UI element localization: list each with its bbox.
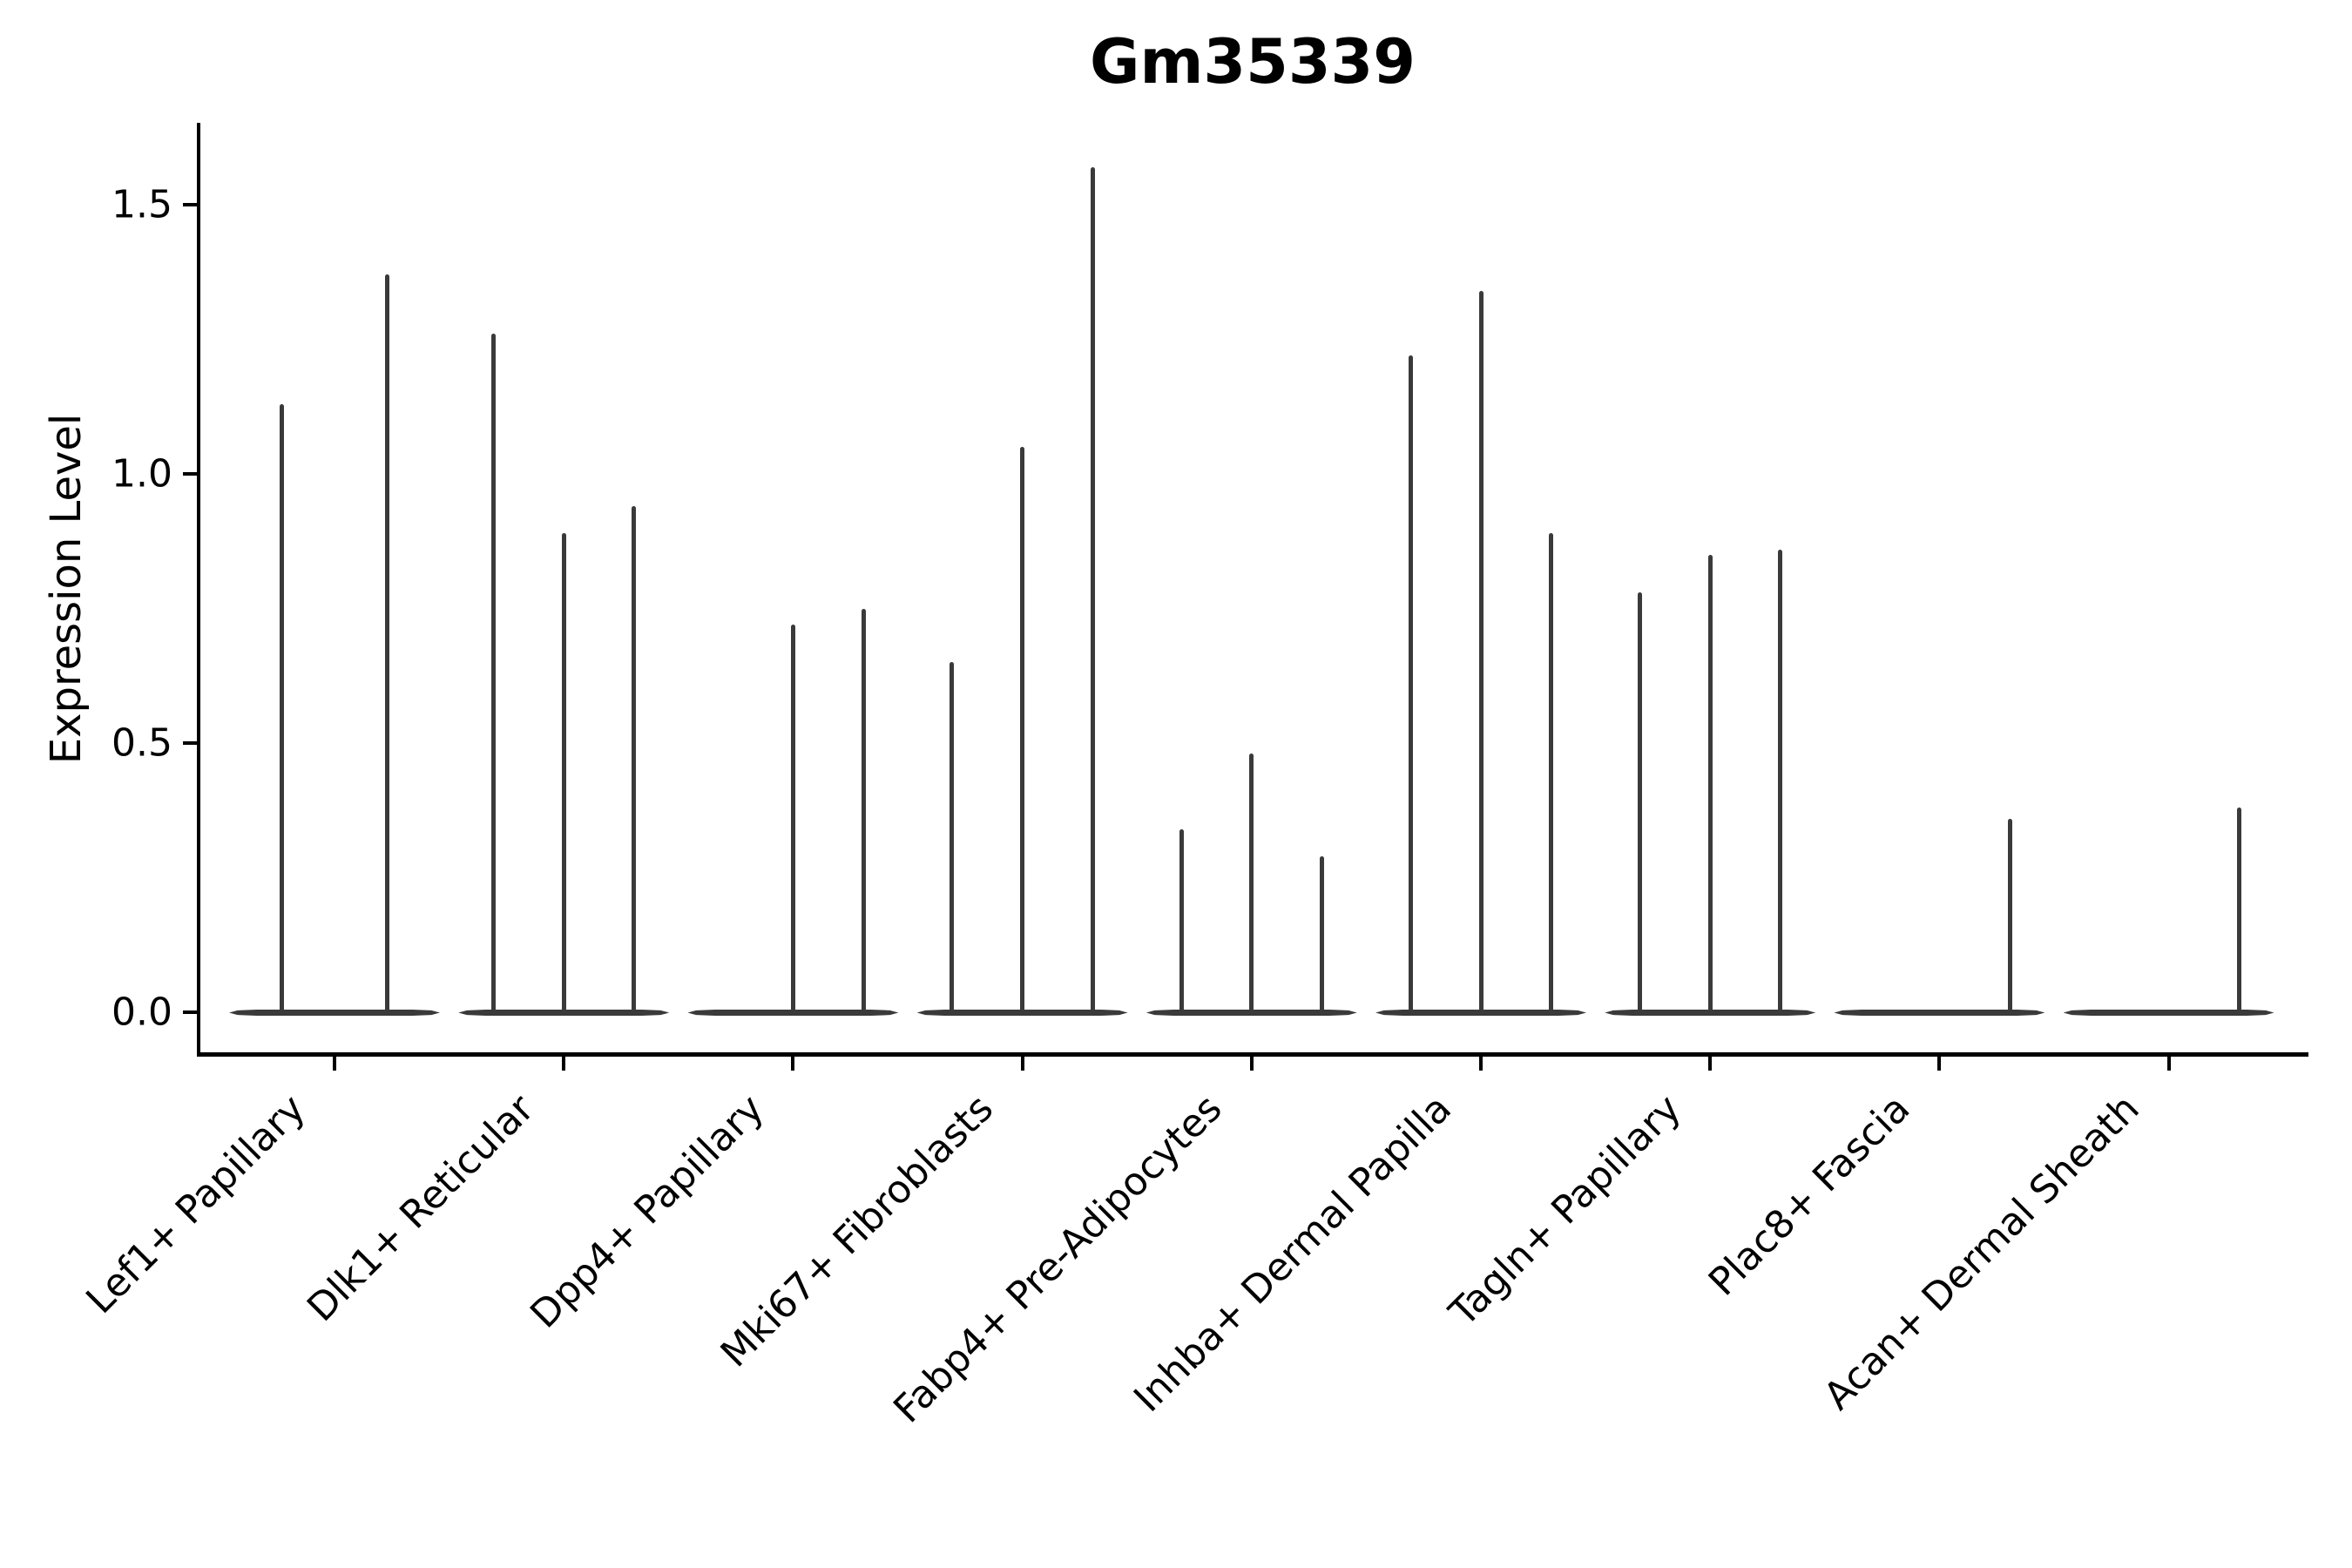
- violin-spike: [1707, 554, 1713, 1015]
- x-tick-mark: [1479, 1057, 1483, 1071]
- violin-spike: [1249, 754, 1254, 1015]
- violin-spike: [2007, 818, 2012, 1015]
- violin-baseline: [2063, 1010, 2274, 1016]
- x-tick-label: Tagln+ Papillary: [1440, 1086, 1690, 1335]
- violin-baseline: [1834, 1010, 2045, 1016]
- x-tick-label: Lef1+ Papillary: [77, 1086, 314, 1323]
- x-tick-label: Plac8+ Fascia: [1700, 1086, 1919, 1305]
- chart-title: Gm35339: [1090, 26, 1416, 98]
- violin-spike: [632, 506, 637, 1015]
- violin-baseline: [229, 1010, 440, 1016]
- y-tick-mark: [183, 1010, 197, 1014]
- x-tick-mark: [791, 1057, 795, 1071]
- violin-spike: [1020, 447, 1025, 1015]
- violin-spike: [1638, 591, 1643, 1015]
- x-tick-mark: [1020, 1057, 1024, 1071]
- x-axis-line: [197, 1052, 2308, 1057]
- x-tick-mark: [333, 1057, 336, 1071]
- y-tick-label: 1.5: [112, 182, 172, 227]
- violin-spike: [1778, 549, 1783, 1015]
- y-tick-label: 0.0: [112, 990, 172, 1035]
- violin-spike: [280, 403, 284, 1015]
- y-tick-mark: [183, 203, 197, 206]
- violin-spike: [1319, 855, 1324, 1015]
- violin-spike: [385, 274, 389, 1015]
- violin-spike: [1090, 166, 1095, 1015]
- violin-spike: [1179, 828, 1184, 1015]
- violin-spike: [861, 608, 866, 1015]
- x-tick-mark: [1249, 1057, 1254, 1071]
- violin-spike: [561, 532, 566, 1015]
- x-tick-label: Dlk1+ Reticular: [299, 1086, 544, 1330]
- y-tick-label: 1.0: [112, 451, 172, 497]
- violin-spike: [790, 625, 795, 1015]
- x-tick-mark: [2166, 1057, 2171, 1071]
- x-tick-label: Dpp4+ Papillary: [521, 1086, 773, 1337]
- x-tick-mark: [562, 1057, 566, 1071]
- violin-spike: [950, 662, 955, 1015]
- y-tick-mark: [183, 472, 197, 476]
- y-tick-mark: [183, 741, 197, 745]
- y-tick-label: 0.5: [112, 720, 172, 766]
- x-tick-mark: [1708, 1057, 1713, 1071]
- y-axis-label: Expression Level: [42, 413, 91, 765]
- y-axis-spine: [197, 123, 200, 1056]
- violin-spike: [1478, 290, 1484, 1015]
- x-tick-mark: [1937, 1057, 1942, 1071]
- violin-spike: [1408, 355, 1413, 1015]
- violin-spike: [491, 334, 497, 1015]
- violin-spike: [1549, 532, 1554, 1015]
- violin-spike: [2236, 808, 2241, 1015]
